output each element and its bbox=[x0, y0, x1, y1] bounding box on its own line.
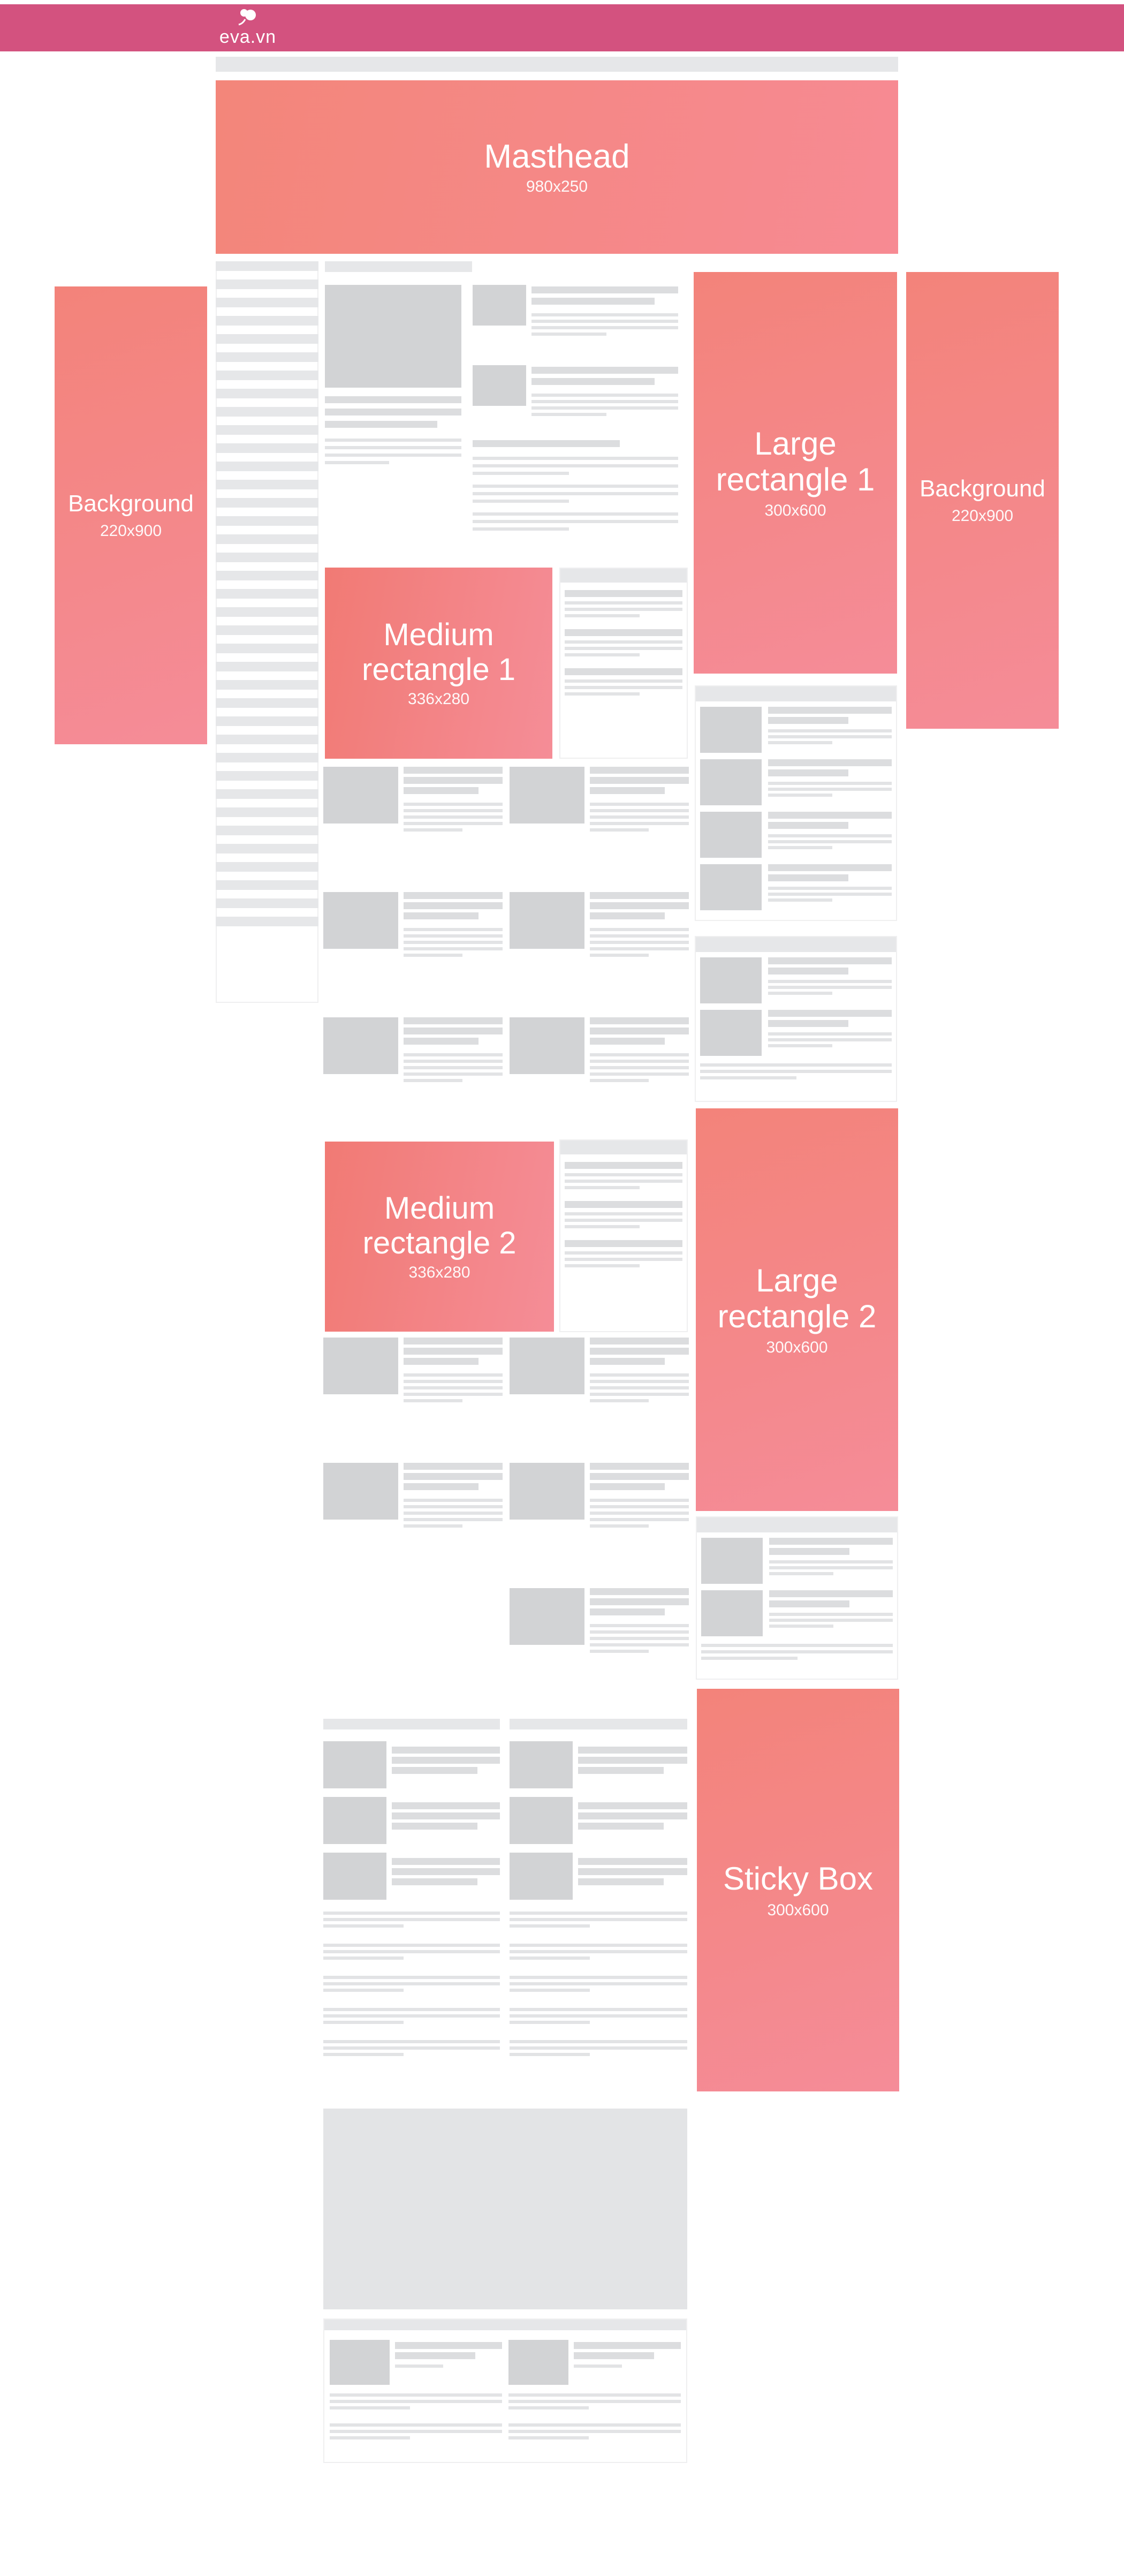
ad-size: 336x280 bbox=[408, 1264, 470, 1282]
sticky-box-ad[interactable]: Sticky Box 300x600 bbox=[697, 1689, 899, 2091]
news-item[interactable] bbox=[531, 286, 678, 336]
sidebar-news-box bbox=[695, 685, 897, 921]
sidebar-news-box bbox=[696, 1516, 898, 1680]
ad-size: 300x600 bbox=[767, 1901, 829, 1919]
ad-size: 220x900 bbox=[100, 522, 162, 540]
ad-label: Masthead bbox=[484, 138, 630, 176]
ad-label: Sticky Box bbox=[723, 1861, 874, 1897]
large-rectangle-1-ad[interactable]: Large rectangle 1 300x600 bbox=[694, 272, 897, 674]
section-title bbox=[325, 261, 472, 272]
text-panel bbox=[559, 1139, 688, 1332]
top-bar bbox=[0, 4, 1124, 51]
bottom-news-box bbox=[323, 2318, 687, 2463]
text-panel bbox=[559, 568, 688, 759]
ad-label-line1: Large bbox=[754, 425, 837, 462]
news-thumb[interactable] bbox=[473, 285, 526, 326]
flower-icon bbox=[238, 9, 256, 26]
sidebar-menu bbox=[216, 261, 318, 935]
video-placeholder[interactable] bbox=[323, 2109, 687, 2309]
ad-label-line1: Medium bbox=[384, 1190, 495, 1226]
ad-label-line2: rectangle 2 bbox=[362, 1225, 517, 1260]
two-column-list bbox=[323, 1719, 687, 2094]
ad-label-line2: rectangle 2 bbox=[717, 1298, 877, 1334]
sidebar-news-box bbox=[695, 936, 897, 1102]
ad-label-line2: rectangle 1 bbox=[362, 652, 515, 687]
ad-size: 220x900 bbox=[951, 507, 1014, 525]
background-right-ad[interactable]: Background 220x900 bbox=[906, 272, 1059, 729]
masthead-ad[interactable]: Masthead 980x250 bbox=[216, 80, 898, 254]
article-grid-2 bbox=[323, 1338, 689, 1696]
text-list bbox=[473, 440, 678, 531]
background-left-ad[interactable]: Background 220x900 bbox=[55, 286, 207, 744]
article-grid-1 bbox=[323, 767, 689, 1115]
logo-text: eva.vn bbox=[219, 27, 277, 47]
nav-bar[interactable] bbox=[216, 57, 898, 72]
ad-label-line1: Large bbox=[756, 1262, 838, 1298]
ad-size: 300x600 bbox=[764, 502, 826, 520]
ad-size: 336x280 bbox=[407, 690, 470, 708]
ad-label: Background bbox=[68, 490, 194, 517]
news-thumb[interactable] bbox=[473, 365, 526, 406]
featured-caption bbox=[325, 396, 461, 464]
medium-rectangle-1-ad[interactable]: Medium rectangle 1 336x280 bbox=[325, 568, 552, 759]
large-rectangle-2-ad[interactable]: Large rectangle 2 300x600 bbox=[696, 1108, 898, 1511]
medium-rectangle-2-ad[interactable]: Medium rectangle 2 336x280 bbox=[325, 1142, 554, 1332]
ad-label: Background bbox=[920, 475, 1045, 502]
ad-label-line1: Medium bbox=[383, 617, 494, 652]
news-item[interactable] bbox=[531, 367, 678, 416]
site-logo[interactable]: eva.vn bbox=[213, 7, 283, 47]
featured-image[interactable] bbox=[325, 285, 461, 388]
ad-size: 980x250 bbox=[526, 177, 588, 195]
ad-label-line2: rectangle 1 bbox=[716, 462, 875, 497]
ad-size: 300x600 bbox=[766, 1339, 828, 1357]
